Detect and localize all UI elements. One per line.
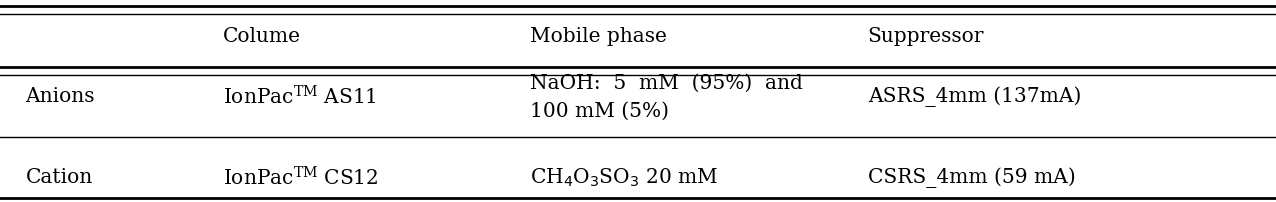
Text: ASRS_4mm (137mA): ASRS_4mm (137mA) [868, 87, 1081, 107]
Text: Anions: Anions [26, 87, 94, 106]
Text: NaOH:  5  mM  (95%)  and
100 mM (5%): NaOH: 5 mM (95%) and 100 mM (5%) [530, 74, 803, 120]
Text: CSRS_4mm (59 mA): CSRS_4mm (59 mA) [868, 167, 1076, 188]
Text: IonPac$^{\mathregular{TM}}$ CS12: IonPac$^{\mathregular{TM}}$ CS12 [223, 166, 379, 189]
Text: IonPac$^{\mathregular{TM}}$ AS11: IonPac$^{\mathregular{TM}}$ AS11 [223, 85, 378, 108]
Text: Colume: Colume [223, 27, 301, 46]
Text: Suppressor: Suppressor [868, 27, 984, 46]
Text: CH$_4$O$_3$SO$_3$ 20 mM: CH$_4$O$_3$SO$_3$ 20 mM [530, 167, 717, 189]
Text: Mobile phase: Mobile phase [530, 27, 666, 46]
Text: Cation: Cation [26, 168, 93, 187]
